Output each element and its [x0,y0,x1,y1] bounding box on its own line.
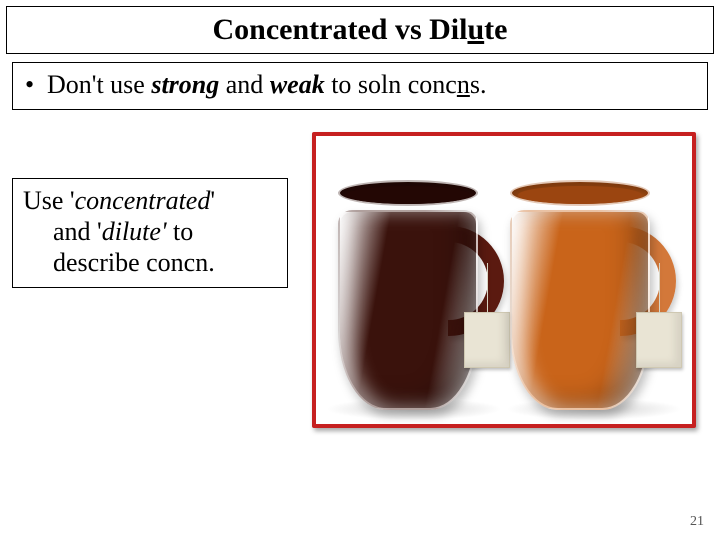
mug-body-left [338,210,478,410]
bullet-pre: Don't use [47,70,151,99]
cap-l3: describe concn. [23,247,277,278]
bullet-rest-pre: to soln conc [325,70,457,99]
bullet-strong: strong [151,70,219,99]
tea-surface-right [518,186,642,204]
cap-l2-it: dilute' [102,217,167,246]
bullet-weak: weak [270,70,325,99]
page-number: 21 [690,514,704,530]
slide-title: Concentrated vs Dilute [213,13,508,47]
title-post: te [484,13,507,46]
bullet-item: Don't use strong and weak to soln concns… [23,69,697,102]
title-box: Concentrated vs Dilute [6,6,714,54]
cap-l2-pre: and ' [53,217,102,246]
bullet-rest-under: n [457,70,470,99]
slide: Concentrated vs Dilute Don't use strong … [0,0,720,540]
cap-l1-pre: Use ' [23,186,75,215]
teabag-icon-right [636,312,682,368]
cap-l1-post: ' [210,186,215,215]
title-underline: u [467,13,484,46]
mugs-illustration [316,136,692,424]
cap-l2-post: to [167,217,194,246]
bullet-box: Don't use strong and weak to soln concns… [12,62,708,110]
bullet-list: Don't use strong and weak to soln concns… [23,69,697,102]
cap-l1-it: concentrated [75,186,211,215]
caption-text: Use 'concentrated' and 'dilute' to descr… [23,185,277,279]
image-frame [312,132,696,428]
mug-dilute [502,180,678,410]
bullet-mid: and [219,70,270,99]
caption-box: Use 'concentrated' and 'dilute' to descr… [12,178,288,288]
mug-body-right [510,210,650,410]
title-pre: Concentrated vs Dil [213,13,468,46]
cap-line2: and 'dilute' to [23,216,277,247]
mug-concentrated [330,180,506,410]
tea-surface-left [346,186,470,204]
bullet-rest-post: s. [470,70,487,99]
